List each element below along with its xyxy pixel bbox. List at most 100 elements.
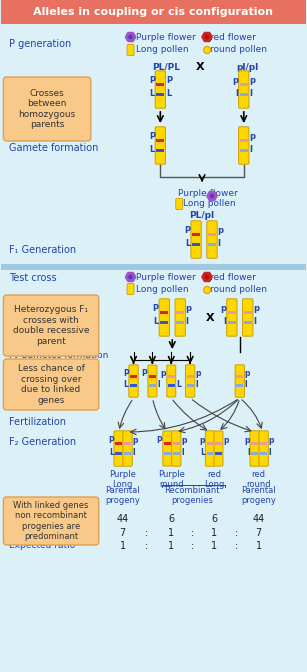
Text: p: p bbox=[161, 369, 166, 378]
Text: PL/pl: PL/pl bbox=[189, 212, 215, 220]
Text: l: l bbox=[195, 380, 198, 389]
Text: l: l bbox=[249, 89, 252, 98]
Text: p: p bbox=[269, 435, 274, 445]
Text: p: p bbox=[220, 304, 226, 313]
Circle shape bbox=[126, 35, 130, 39]
Text: l: l bbox=[269, 448, 271, 457]
Text: p: p bbox=[223, 435, 229, 445]
Bar bbox=[115, 442, 122, 445]
Text: F₁ Generation: F₁ Generation bbox=[10, 245, 76, 255]
Text: :: : bbox=[235, 528, 238, 538]
FancyBboxPatch shape bbox=[243, 299, 253, 336]
FancyBboxPatch shape bbox=[127, 284, 134, 294]
FancyBboxPatch shape bbox=[3, 497, 99, 545]
Circle shape bbox=[211, 196, 216, 201]
FancyBboxPatch shape bbox=[127, 44, 134, 56]
FancyBboxPatch shape bbox=[155, 127, 165, 164]
Text: P: P bbox=[142, 369, 147, 378]
Text: l: l bbox=[253, 317, 256, 326]
Text: L: L bbox=[150, 145, 155, 154]
Text: p: p bbox=[186, 304, 192, 313]
FancyBboxPatch shape bbox=[2, 264, 306, 270]
Text: P: P bbox=[123, 369, 129, 378]
FancyBboxPatch shape bbox=[148, 365, 157, 397]
Circle shape bbox=[202, 35, 207, 39]
Bar bbox=[160, 321, 168, 325]
Text: Test cross: Test cross bbox=[10, 273, 57, 283]
FancyBboxPatch shape bbox=[259, 431, 268, 466]
Text: Fertilization: Fertilization bbox=[10, 417, 66, 427]
Text: F₂ Generation: F₂ Generation bbox=[10, 437, 76, 447]
Text: l: l bbox=[235, 89, 238, 98]
Circle shape bbox=[130, 277, 134, 282]
Circle shape bbox=[206, 37, 211, 42]
Circle shape bbox=[206, 32, 211, 37]
Text: L: L bbox=[200, 448, 205, 457]
Bar bbox=[187, 375, 194, 378]
Text: L: L bbox=[176, 380, 181, 389]
FancyBboxPatch shape bbox=[185, 365, 195, 397]
Text: Purple flower: Purple flower bbox=[178, 189, 238, 198]
Text: Gamete formation: Gamete formation bbox=[10, 143, 99, 153]
Text: Long pollen: Long pollen bbox=[135, 284, 188, 294]
Text: X: X bbox=[206, 313, 214, 323]
Bar bbox=[156, 149, 164, 153]
FancyBboxPatch shape bbox=[214, 431, 223, 466]
Text: Purple
Long: Purple Long bbox=[109, 470, 136, 489]
FancyBboxPatch shape bbox=[155, 71, 165, 108]
FancyBboxPatch shape bbox=[239, 127, 249, 164]
Bar bbox=[130, 384, 137, 387]
Text: P: P bbox=[185, 226, 191, 235]
Bar bbox=[192, 243, 200, 246]
Text: p: p bbox=[181, 435, 187, 445]
Bar bbox=[240, 138, 248, 142]
FancyBboxPatch shape bbox=[207, 221, 217, 258]
Circle shape bbox=[206, 272, 211, 277]
Bar bbox=[168, 375, 175, 378]
Bar bbox=[215, 442, 222, 445]
Bar bbox=[130, 375, 137, 378]
Text: red
round: red round bbox=[246, 470, 271, 489]
Text: Purple flower: Purple flower bbox=[135, 274, 195, 282]
Bar bbox=[260, 452, 267, 455]
Text: P: P bbox=[166, 76, 172, 85]
Circle shape bbox=[130, 272, 134, 277]
Text: :: : bbox=[191, 541, 194, 551]
Text: p: p bbox=[249, 76, 255, 85]
Bar bbox=[187, 384, 194, 387]
Text: p: p bbox=[200, 435, 205, 445]
FancyBboxPatch shape bbox=[227, 299, 237, 336]
Text: p: p bbox=[244, 435, 250, 445]
FancyBboxPatch shape bbox=[235, 365, 244, 397]
Bar bbox=[240, 149, 248, 153]
Bar bbox=[192, 233, 200, 236]
Bar bbox=[228, 321, 236, 325]
Text: F₁ Gametes formation: F₁ Gametes formation bbox=[10, 351, 109, 360]
Circle shape bbox=[127, 32, 131, 37]
Circle shape bbox=[205, 276, 208, 278]
Text: 7: 7 bbox=[255, 528, 262, 538]
Circle shape bbox=[211, 194, 213, 198]
Text: l: l bbox=[247, 448, 250, 457]
Bar bbox=[176, 310, 184, 314]
Text: l: l bbox=[157, 380, 160, 389]
Circle shape bbox=[130, 32, 134, 37]
FancyBboxPatch shape bbox=[205, 431, 215, 466]
Text: 1: 1 bbox=[168, 528, 174, 538]
Text: round pollen: round pollen bbox=[210, 284, 267, 294]
Text: round pollen: round pollen bbox=[210, 46, 267, 54]
Text: Purple
round: Purple round bbox=[158, 470, 185, 489]
FancyBboxPatch shape bbox=[250, 431, 259, 466]
Text: Expected ratio: Expected ratio bbox=[10, 542, 76, 550]
Text: Parental
progeny: Parental progeny bbox=[105, 486, 140, 505]
Bar bbox=[228, 310, 236, 314]
Text: Alleles in coupling or cis configuration: Alleles in coupling or cis configuration bbox=[33, 7, 274, 17]
Text: 1: 1 bbox=[119, 541, 126, 551]
Text: red
Long: red Long bbox=[204, 470, 224, 489]
Circle shape bbox=[127, 277, 131, 282]
FancyBboxPatch shape bbox=[3, 77, 91, 141]
Bar bbox=[208, 233, 216, 236]
Text: Less chance of
crossing over
due to linked
genes: Less chance of crossing over due to link… bbox=[17, 364, 84, 405]
Text: L: L bbox=[166, 89, 171, 98]
Bar bbox=[215, 452, 222, 455]
